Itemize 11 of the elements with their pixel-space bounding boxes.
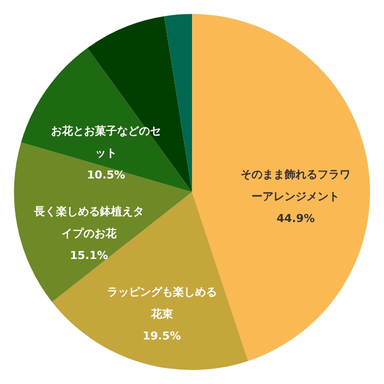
data-label: 44.9%: [276, 212, 315, 226]
pie-slice: [21, 48, 192, 192]
slice-label: お花とお菓子などのセット: [51, 124, 162, 160]
data-label: 15.1%: [70, 249, 108, 262]
pie-slice: [164, 14, 192, 192]
slice-label: そのまま飾れるフラワーアレンジメント: [240, 168, 351, 204]
slice-label: 長く楽しめる鉢植えタイプのお花: [32, 205, 144, 240]
slice-label: ラッピングも楽しめる花束: [106, 286, 217, 321]
pie-slice: [52, 192, 248, 370]
data-label: 19.5%: [142, 330, 181, 343]
data-label: 10.5%: [87, 168, 126, 182]
